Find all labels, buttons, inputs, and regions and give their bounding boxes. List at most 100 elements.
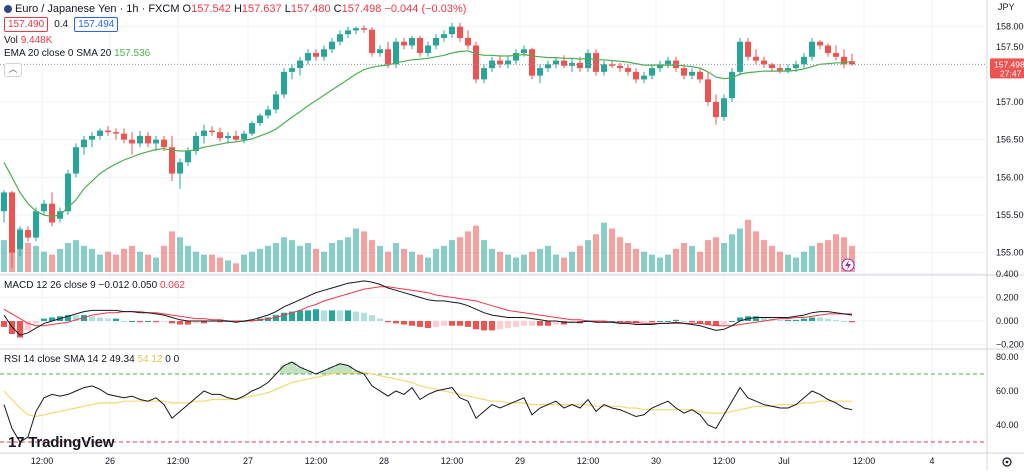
macd-histogram-bar — [25, 321, 31, 331]
symbol-legend[interactable]: Euro / Japanese Yen · 1h · FXCM O157.542… — [4, 2, 466, 16]
rsi-value: 49.34 — [109, 354, 135, 365]
macd-histogram-bar — [417, 321, 423, 327]
macd-histogram-bar — [641, 321, 647, 323]
volume-bar — [473, 225, 479, 272]
volume-bar — [201, 254, 207, 272]
macd-histogram-bar — [441, 321, 447, 326]
candle-body — [585, 53, 591, 69]
volume-bar — [761, 240, 767, 272]
macd-histogram-bar — [753, 316, 759, 321]
volume-bar — [337, 240, 343, 272]
macd-histogram-bar — [393, 321, 399, 324]
macd-histogram-bar — [481, 321, 487, 331]
macd-histogram-bar — [825, 318, 831, 321]
macd-histogram-bar — [841, 321, 847, 322]
time-tick-label: 12:00 — [441, 456, 464, 466]
volume-bar — [281, 237, 287, 272]
volume-bar — [41, 251, 47, 272]
volume-bar — [641, 251, 647, 272]
volume-bar — [745, 219, 751, 272]
symbol-icon — [4, 5, 12, 13]
volume-bar — [665, 254, 671, 272]
rsi-line — [3, 361, 853, 443]
volume-bar — [609, 228, 615, 272]
macd-histogram-bar — [401, 321, 407, 325]
candle-body — [553, 60, 559, 65]
ohlc-key-o: O — [182, 3, 192, 15]
candle-body — [225, 135, 231, 139]
macd-histogram-bar — [593, 321, 599, 323]
candle-body — [761, 60, 767, 65]
volume-bar — [209, 254, 215, 272]
volume-bar — [385, 251, 391, 272]
volume-bar — [65, 243, 71, 272]
candle-body — [713, 102, 719, 118]
volume-bar — [505, 254, 511, 272]
collapse-legend-button[interactable]: ︿ — [4, 63, 22, 77]
macd-histogram-bar — [665, 321, 671, 322]
volume-bar — [297, 245, 303, 272]
candle-body — [745, 41, 751, 57]
volume-bar — [657, 257, 663, 272]
tradingview-logo[interactable]: 17 TradingView — [8, 434, 114, 451]
ohlc-value-c: 157.498 — [341, 3, 385, 15]
macd-histogram-bar — [129, 321, 135, 322]
volume-bar — [593, 234, 599, 272]
macd-histogram-bar — [513, 321, 519, 327]
volume-bar — [769, 245, 775, 272]
macd-histogram-bar — [689, 321, 695, 323]
volume-bar — [25, 243, 31, 272]
volume-bar — [809, 245, 815, 272]
rsi-ma-line — [3, 371, 852, 418]
macd-histogram-bar — [761, 317, 767, 321]
macd-histogram-bar — [553, 321, 559, 325]
ema-legend[interactable]: EMA 20 close 0 SMA 20 157.536 — [4, 47, 150, 61]
macd-histogram-bar — [353, 311, 359, 321]
bid-button[interactable]: 157.490 — [4, 17, 49, 32]
macd-histogram-bar — [49, 317, 55, 321]
time-tick-label: 27 — [243, 456, 253, 466]
macd-histogram-bar — [489, 321, 495, 331]
volume-bar — [377, 245, 383, 272]
ohlc-key-l: L — [284, 3, 291, 15]
volume-legend[interactable]: Vol 9.448K — [4, 34, 52, 48]
ask-button[interactable]: 157.494 — [74, 17, 119, 32]
macd-histogram-bar — [497, 321, 503, 330]
candle-body — [17, 230, 23, 249]
candle-body — [361, 28, 367, 30]
settings-gear-icon — [1002, 457, 1012, 467]
macd-histogram-bar — [289, 311, 295, 321]
ema-value: 157.536 — [114, 48, 151, 59]
quote-row[interactable]: 157.490 0.4 157.494 — [4, 17, 119, 32]
volume-bar — [369, 240, 375, 272]
candle-body — [409, 37, 415, 46]
macd-histogram-bar — [305, 310, 311, 321]
candle-body — [241, 133, 247, 140]
volume-bar — [553, 254, 559, 272]
candle-body — [833, 53, 839, 57]
volume-bar — [441, 245, 447, 272]
rsi-legend[interactable]: RSI 14 close SMA 14 2 49.34 54.12 0 0 — [4, 353, 179, 367]
volume-bar — [825, 240, 831, 272]
macd-histogram-bar — [849, 321, 855, 323]
candle-body — [9, 192, 15, 253]
time-tick-label: 29 — [515, 456, 525, 466]
macd-histogram-bar — [33, 321, 39, 324]
rsi-tick-label: 80.00 — [996, 352, 1019, 362]
macd-legend[interactable]: MACD 12 26 close 9 −0.012 0.050 0.062 — [4, 279, 185, 293]
volume-bar — [137, 251, 143, 272]
candle-body — [705, 79, 711, 102]
macd-histogram-bar — [201, 321, 207, 324]
candle-body — [593, 53, 599, 72]
macd-histogram-bar — [113, 318, 119, 321]
macd-histogram-bar — [721, 321, 727, 325]
macd-histogram-bar — [249, 319, 255, 321]
candle-body — [185, 150, 191, 163]
candle-body — [193, 135, 199, 151]
candle-body — [681, 68, 687, 76]
candle-body — [561, 60, 567, 66]
volume-bar — [793, 257, 799, 272]
time-tick-label: 28 — [379, 456, 389, 466]
